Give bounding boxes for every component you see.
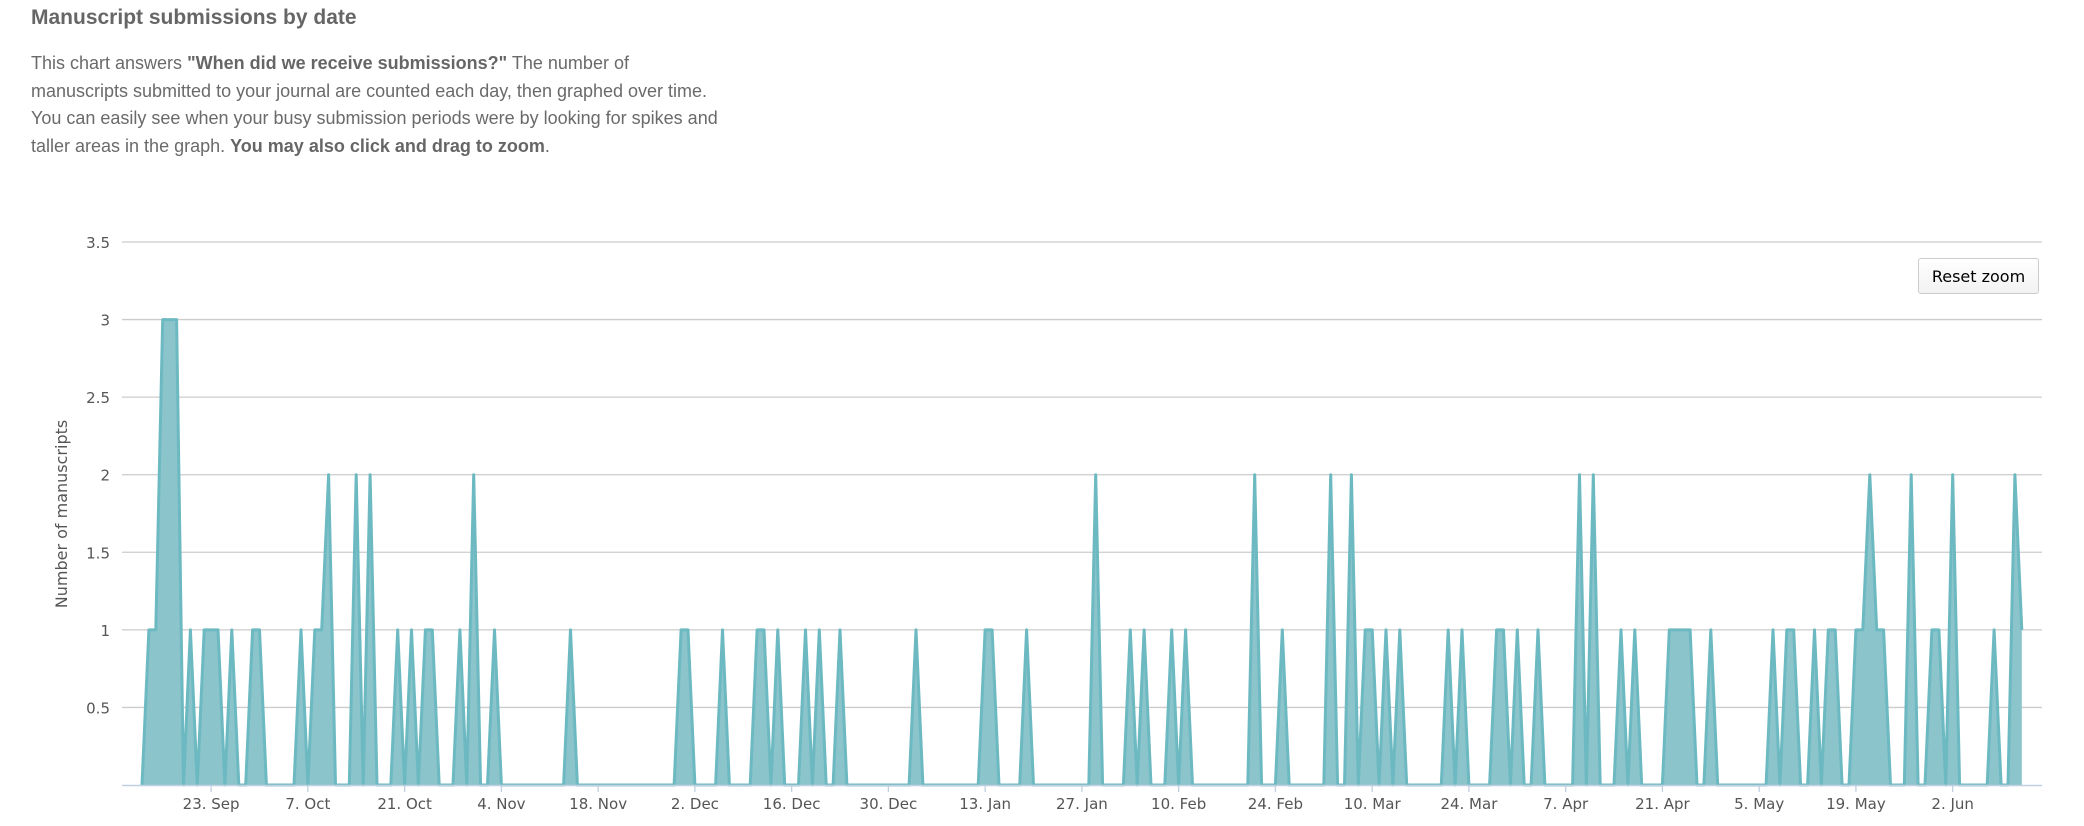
x-tick-label: 23. Sep	[183, 795, 240, 813]
x-tick-label: 18. Nov	[569, 795, 627, 813]
desc-text-end: .	[544, 135, 550, 156]
x-tick-label: 7. Oct	[285, 795, 330, 813]
x-tick-label: 27. Jan	[1056, 795, 1108, 813]
y-axis-labels: 0.5 1 1.5 2 2.5 3 3.5	[86, 234, 110, 717]
y-tick-label: 0.5	[86, 699, 110, 717]
y-tick-label: 2	[100, 467, 110, 485]
y-axis-title: Number of manuscripts	[52, 420, 71, 608]
area-fill	[142, 319, 2022, 785]
y-tick-label: 1.5	[86, 544, 110, 562]
y-tick-label: 3	[100, 312, 110, 330]
x-tick-label: 16. Dec	[763, 795, 821, 813]
x-tick-label: 5. May	[1734, 795, 1784, 813]
x-tick-label: 2. Jun	[1931, 795, 1974, 813]
x-tick-label: 21. Apr	[1635, 795, 1690, 813]
x-tick-label: 2. Dec	[671, 795, 719, 813]
x-tick-label: 4. Nov	[477, 795, 525, 813]
chart-description: This chart answers "When did we receive …	[31, 50, 721, 160]
chart-heading: Manuscript submissions by date	[31, 6, 357, 29]
x-tick-label: 10. Mar	[1344, 795, 1402, 813]
x-axis: 23. Sep 7. Oct 21. Oct 4. Nov 18. Nov 2. Dec 1…	[122, 784, 2042, 813]
y-tick-label: 2.5	[86, 389, 110, 407]
x-tick-label: 30. Dec	[860, 795, 918, 813]
x-tick-label: 21. Oct	[377, 795, 432, 813]
x-tick-label: 10. Feb	[1151, 795, 1206, 813]
y-tick-label: 3.5	[86, 234, 110, 252]
x-tick-label: 24. Mar	[1440, 795, 1498, 813]
x-tick-label: 13. Jan	[959, 795, 1011, 813]
desc-bold-question: "When did we receive submissions?"	[187, 53, 508, 73]
desc-text-1: This chart answers	[31, 53, 188, 73]
x-tick-label: 19. May	[1826, 795, 1886, 813]
x-tick-label: 24. Feb	[1248, 795, 1303, 813]
y-tick-label: 1	[100, 622, 110, 640]
x-tick-label: 7. Apr	[1543, 795, 1589, 813]
gridlines	[122, 241, 2042, 709]
desc-text-2: The number of manuscripts submitted to y…	[31, 53, 718, 156]
reset-zoom-button[interactable]: Reset zoom	[1918, 258, 2039, 294]
desc-bold-zoom-hint: You may also click and drag to zoom	[230, 135, 545, 156]
